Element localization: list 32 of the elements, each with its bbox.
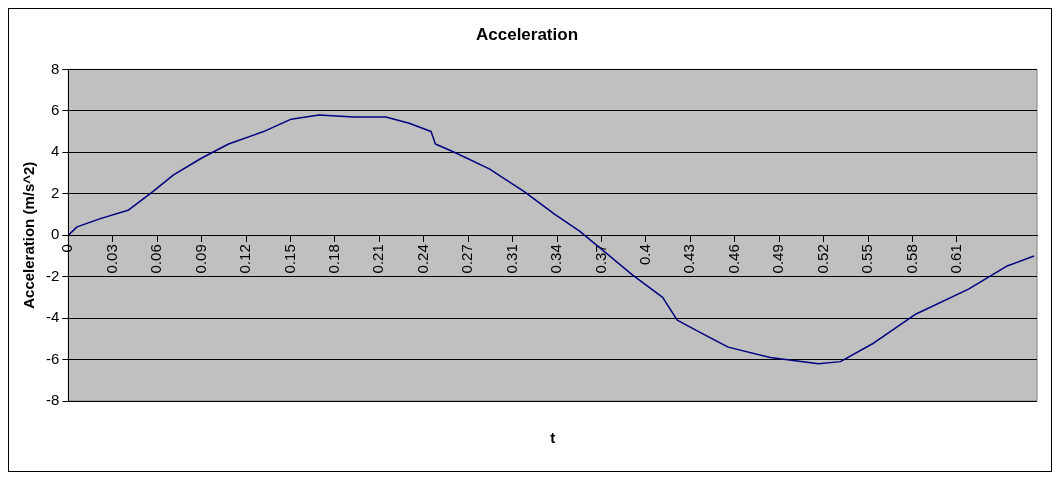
x-tick-label: 0.61 [947, 244, 965, 274]
x-tick-label: 0.12 [236, 244, 254, 274]
y-tick-label: 6 [50, 100, 60, 118]
x-tick-label: 0.58 [902, 244, 920, 274]
x-tick-label: 0.21 [369, 244, 387, 274]
y-tick-label: -8 [45, 391, 60, 409]
x-tick-label: 0.27 [458, 244, 476, 274]
x-tick-label: 0.31 [502, 244, 520, 274]
x-tick-label: 0.49 [769, 244, 787, 274]
y-tick-label: -4 [45, 308, 60, 326]
y-tick-label: 2 [50, 183, 60, 201]
y-tick-label: 8 [50, 59, 60, 77]
x-tick-label: 0.06 [147, 244, 165, 274]
x-axis-title: t [550, 429, 556, 447]
y-tick-label: -6 [45, 349, 60, 367]
y-tick-label: 0 [50, 225, 60, 243]
x-tick-label: 0.43 [680, 244, 698, 274]
x-tick-label: 0.09 [191, 244, 209, 274]
x-tick-label: 0.46 [724, 244, 742, 274]
x-tick-label: 0.18 [325, 244, 343, 274]
chart-title: Acceleration [475, 24, 579, 44]
y-axis-title: Acceleration (m/s^2) [20, 161, 38, 309]
x-tick-label: 0.24 [413, 244, 431, 274]
x-tick-label: 0.4 [636, 244, 654, 266]
x-tick-label: 0.15 [280, 244, 298, 274]
y-tick-label: -2 [45, 266, 60, 284]
x-tick-label: 0.37 [591, 244, 609, 274]
x-tick-label: 0.34 [547, 244, 565, 274]
y-tick-label: 4 [50, 142, 60, 160]
x-tick-label: 0.55 [858, 244, 876, 274]
x-tick-label: 0.52 [813, 244, 831, 274]
x-tick-label: 0.03 [102, 244, 120, 274]
